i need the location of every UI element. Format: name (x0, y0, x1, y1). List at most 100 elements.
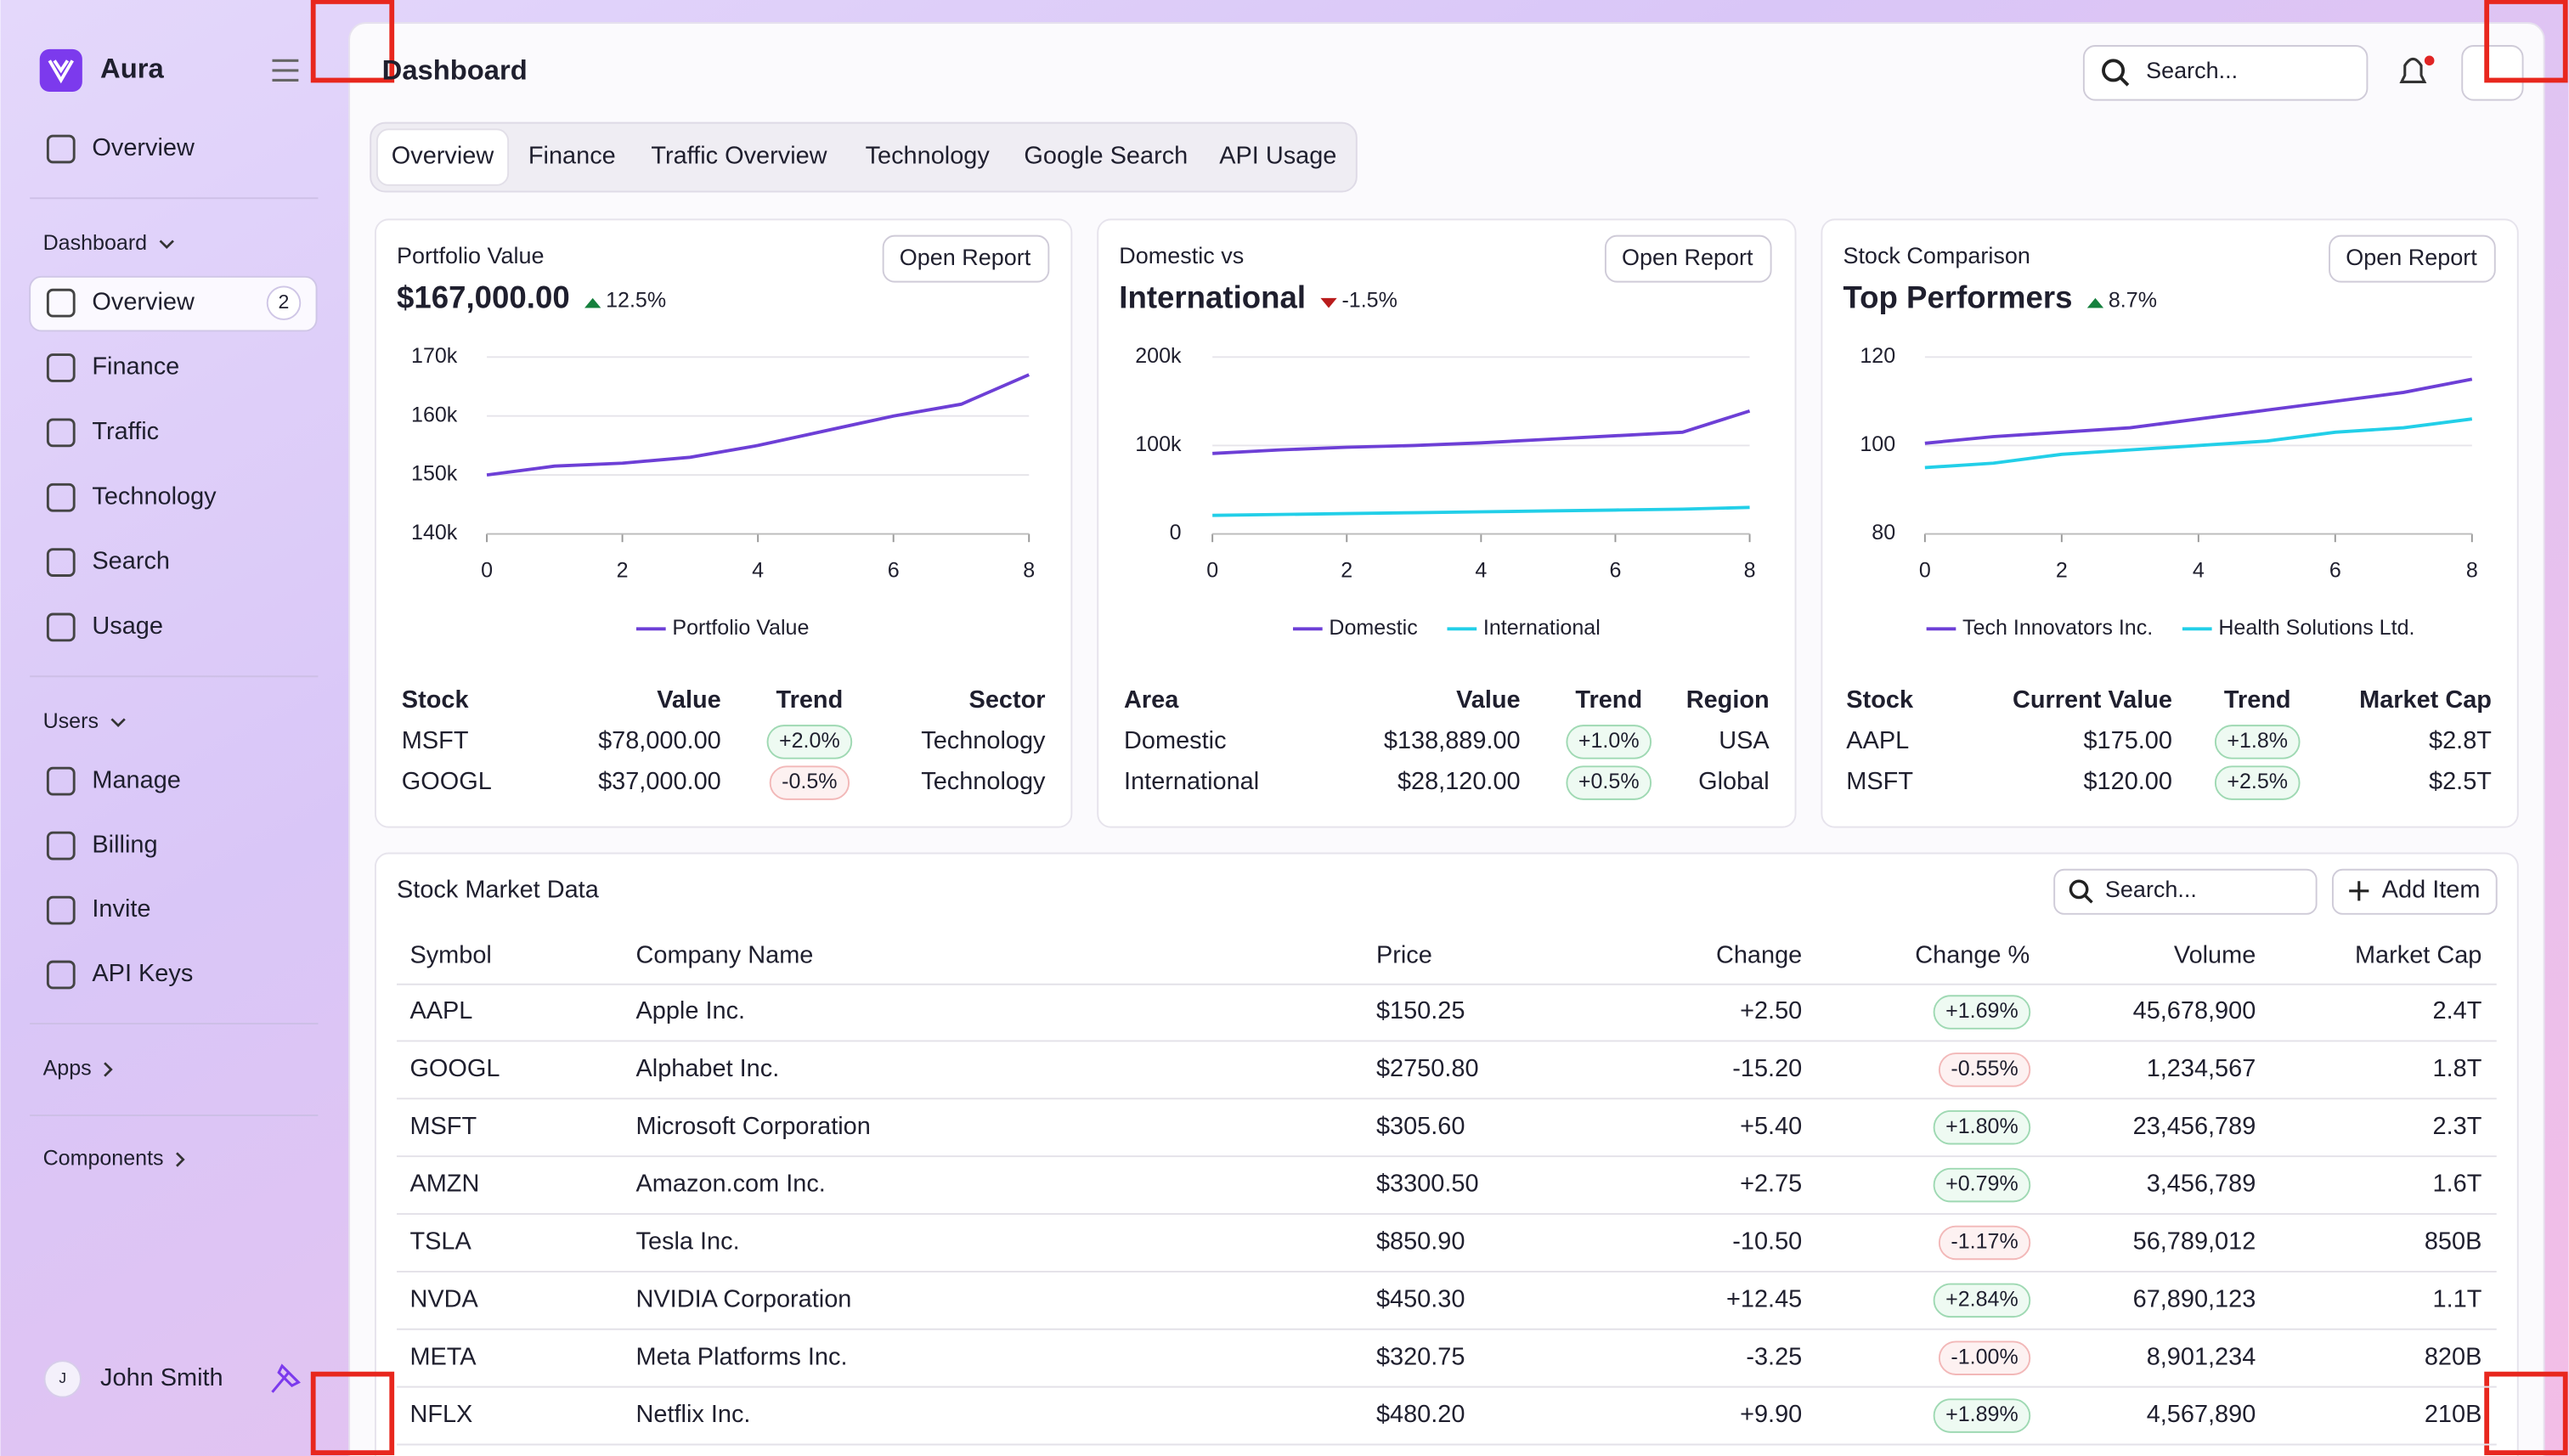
cell: NFLX (409, 1401, 472, 1428)
cell: $320.75 (1376, 1343, 1465, 1370)
nav-item[interactable]: Invite (92, 895, 150, 923)
legend-label: Domestic (1329, 616, 1417, 640)
cell: +5.40 (1740, 1113, 1802, 1140)
cell: NVIDIA Corporation (636, 1285, 852, 1312)
x-tick-label: 4 (1475, 559, 1487, 583)
user-name[interactable]: John Smith (100, 1364, 223, 1391)
cell: Global (1698, 768, 1770, 795)
cell: -3.25 (1746, 1343, 1802, 1370)
tab-bar (370, 123, 1357, 192)
nav-group[interactable]: Components (43, 1147, 164, 1171)
x-tick-label: 8 (2466, 559, 2478, 583)
cell: GOOGL (409, 1055, 500, 1082)
tab[interactable]: Finance (528, 143, 616, 170)
cell: AAPL (409, 997, 472, 1024)
cell: Tesla Inc. (636, 1228, 740, 1256)
nav-item[interactable]: Billing (92, 831, 157, 858)
cell: GOOGL (402, 768, 492, 795)
cell: 56,789,012 (2133, 1228, 2256, 1256)
card-headline: $167,000.00 (397, 279, 570, 314)
nav-item[interactable]: Traffic (92, 418, 159, 445)
badge: 2 (279, 291, 290, 313)
cell: TSLA (409, 1228, 471, 1256)
column-header: Change (1716, 942, 1802, 969)
report-button-label[interactable]: Open Report (2346, 245, 2477, 270)
cell: $150.25 (1376, 997, 1465, 1024)
card-change: -1.5% (1341, 288, 1397, 312)
nav-item[interactable]: Finance (92, 353, 179, 381)
column-header: Symbol (409, 942, 491, 969)
search-placeholder: Search... (2146, 58, 2238, 83)
cell: -15.20 (1732, 1055, 1802, 1082)
x-tick-label: 0 (1206, 559, 1218, 583)
cell: Alphabet Inc. (636, 1055, 780, 1082)
cell: AAPL (1846, 727, 1909, 754)
nav-item[interactable]: Overview (92, 134, 195, 161)
tab[interactable]: Traffic Overview (651, 143, 827, 170)
cell: Domestic (1124, 727, 1226, 754)
y-tick-label: 160k (411, 403, 458, 426)
cell: International (1124, 768, 1259, 795)
nav-item[interactable]: API Keys (92, 960, 193, 987)
cell: 4,567,890 (2147, 1401, 2256, 1428)
x-tick-label: 2 (2056, 559, 2068, 583)
x-tick-label: 0 (481, 559, 493, 583)
column-header: Sector (969, 686, 1046, 714)
x-tick-label: 6 (2329, 559, 2341, 583)
cell: $305.60 (1376, 1113, 1465, 1140)
column-header: Value (657, 686, 721, 714)
nav-group[interactable]: Apps (43, 1057, 92, 1081)
cell: 2.3T (2433, 1113, 2482, 1140)
cell: 1.1T (2433, 1285, 2482, 1312)
trend-pill: +2.0% (779, 729, 840, 753)
tab[interactable]: Technology (866, 143, 991, 170)
tab[interactable]: Google Search (1024, 143, 1188, 170)
cell: $850.90 (1376, 1228, 1465, 1256)
nav-item[interactable]: Usage (92, 612, 163, 640)
x-tick-label: 6 (888, 559, 900, 583)
cell: 3,456,789 (2147, 1171, 2256, 1198)
cell: +12.45 (1726, 1285, 1802, 1312)
cell: +9.90 (1740, 1401, 1802, 1428)
trend-pill: +2.84% (1945, 1287, 2019, 1311)
legend-label: Health Solutions Ltd. (2218, 616, 2414, 640)
trend-pill: +1.89% (1945, 1402, 2019, 1426)
column-header: Value (1456, 686, 1521, 714)
y-tick-label: 200k (1135, 344, 1182, 368)
report-button-label[interactable]: Open Report (900, 245, 1031, 270)
tab[interactable]: Overview (392, 143, 494, 170)
y-tick-label: 170k (411, 344, 458, 368)
card-subtitle: Stock Comparison (1843, 243, 2030, 268)
trend-pill: -1.17% (1951, 1230, 2018, 1254)
nav-item[interactable]: Search (92, 548, 170, 575)
cell: 210B (2425, 1401, 2482, 1428)
column-header: Stock (1846, 686, 1914, 714)
nav-item[interactable]: Technology (92, 483, 217, 510)
column-header: Volume (2174, 942, 2256, 969)
y-tick-label: 0 (1170, 521, 1182, 545)
add-button[interactable] (2462, 46, 2522, 100)
column-header: Trend (2224, 686, 2291, 714)
trend-pill: +1.69% (1945, 999, 2019, 1023)
cell: $28,120.00 (1397, 768, 1521, 795)
add-item-label[interactable]: Add Item (2382, 876, 2481, 903)
cell: +2.50 (1740, 997, 1802, 1024)
nav-group[interactable]: Users (43, 709, 99, 733)
cell: NVDA (409, 1285, 478, 1312)
cell: 1.8T (2433, 1055, 2482, 1082)
x-tick-label: 0 (1919, 559, 1931, 583)
nav-item[interactable]: Overview (92, 288, 195, 315)
y-tick-label: 150k (411, 462, 458, 486)
cell: $3300.50 (1376, 1171, 1479, 1198)
nav-item[interactable]: Manage (92, 766, 180, 793)
card-change: 8.7% (2109, 288, 2157, 312)
cell: 1.6T (2433, 1171, 2482, 1198)
trend-pill: +1.0% (1578, 729, 1640, 753)
report-button-label[interactable]: Open Report (1622, 245, 1753, 270)
y-tick-label: 100 (1860, 432, 1895, 456)
tab[interactable]: API Usage (1219, 143, 1336, 170)
notification-dot (2425, 56, 2435, 66)
nav-group[interactable]: Dashboard (43, 231, 148, 255)
cell: -10.50 (1732, 1228, 1802, 1256)
